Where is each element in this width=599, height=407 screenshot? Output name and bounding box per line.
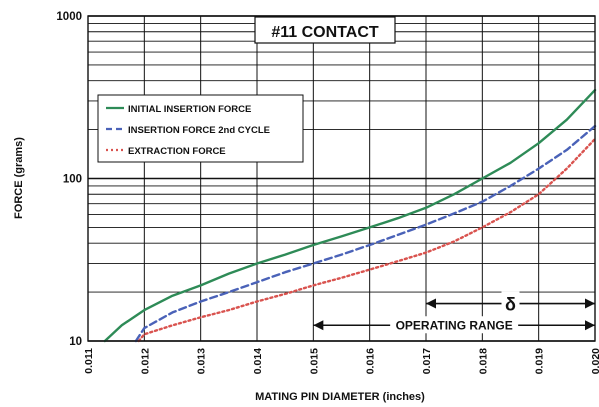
- series-line-1: [134, 124, 597, 343]
- x-tick-label: 0.017: [421, 348, 433, 374]
- legend-label-initial-insertion: INITIAL INSERTION FORCE: [128, 104, 251, 115]
- annotation-label: δ: [505, 295, 516, 315]
- annotations: δ OPERATING RANGE: [313, 291, 595, 334]
- x-tick-label: 0.019: [534, 348, 546, 374]
- x-tick-label: 0.012: [139, 348, 151, 374]
- legend-label-insertion-2nd: INSERTION FORCE 2nd CYCLE: [128, 125, 270, 136]
- x-tick-label: 0.018: [477, 348, 489, 374]
- arrow-head: [313, 320, 324, 331]
- annotation-label-bg: [390, 316, 519, 334]
- axes: 0.011 0.012 0.013 0.014 0.015 0.016 0.017 0.018…: [56, 11, 599, 374]
- arrow-head: [426, 298, 436, 309]
- x-tick-label: 0.015: [308, 348, 320, 374]
- series-line-0: [103, 88, 597, 343]
- annotation-label: OPERATING RANGE: [396, 318, 513, 332]
- arrow-head: [585, 298, 595, 309]
- legend: INITIAL INSERTION FORCE INSERTION FORCE …: [97, 94, 304, 163]
- x-tick-label: 0.020: [590, 348, 599, 374]
- plot-frame: [87, 15, 596, 342]
- x-tick-label: 0.014: [252, 348, 264, 374]
- annotation-label-bg: [501, 291, 520, 315]
- x-axis-label: MATING PIN DIAMETER (inches): [255, 391, 425, 403]
- y-tick-label: 10: [69, 336, 82, 348]
- series-lines: [103, 88, 597, 343]
- chart-title: #11 CONTACT: [271, 24, 379, 41]
- title-box: #11 CONTACT: [254, 16, 396, 44]
- series-line-2: [137, 137, 597, 343]
- arrow-head: [585, 320, 595, 331]
- legend-label-extraction: EXTRACTION FORCE: [128, 146, 226, 157]
- y-axis-label: FORCE (grams): [13, 137, 25, 219]
- x-tick-label: 0.013: [196, 348, 208, 374]
- x-tick-label: 0.011: [83, 348, 95, 374]
- x-tick-label: 0.016: [365, 348, 377, 374]
- y-tick-label: 100: [63, 174, 82, 186]
- y-tick-label: 1000: [56, 11, 82, 23]
